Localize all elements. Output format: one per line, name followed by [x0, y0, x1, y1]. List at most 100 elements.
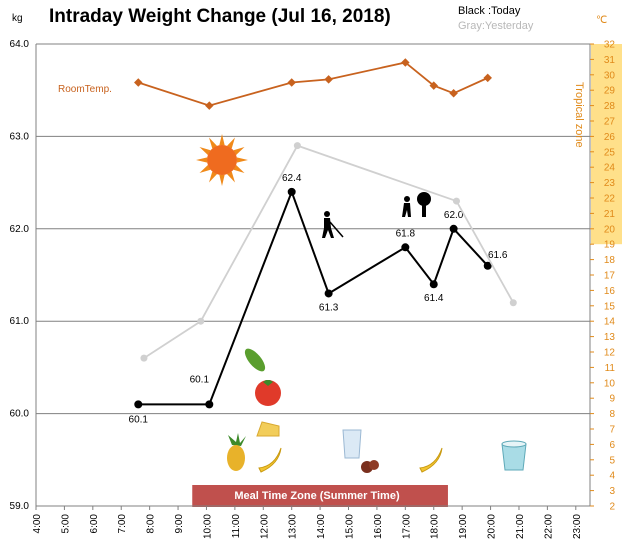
y2-tick-label: 6 [609, 440, 615, 451]
y2-tick-label: 19 [604, 240, 616, 251]
water-glass-icon [342, 429, 362, 459]
x-tick-label: 17:00 [401, 514, 412, 539]
y2-tick-label: 10 [604, 378, 616, 389]
x-tick-label: 19:00 [458, 514, 469, 539]
legend-today: Black :Today [458, 5, 521, 17]
y2-tick-label: 18 [604, 255, 616, 266]
today-data-label: 61.8 [396, 228, 416, 239]
sun-icon [196, 134, 248, 186]
y2-tick-label: 22 [604, 194, 616, 205]
nuts-icon [361, 460, 379, 473]
room-temp-line [137, 61, 489, 107]
today-data-label: 60.1 [129, 414, 149, 425]
today-data-label: 62.0 [444, 210, 464, 221]
today-point [205, 400, 214, 409]
y2-tick-label: 30 [604, 70, 616, 81]
x-tick-label: 11:00 [231, 514, 242, 539]
cucumber-icon [244, 348, 266, 372]
y2-tick-label: 8 [609, 409, 615, 420]
gardening-person-icon [402, 192, 431, 217]
x-tick-label: 18:00 [430, 514, 441, 539]
x-tick-label: 9:00 [174, 514, 185, 534]
y-tick-label: 59.0 [10, 501, 30, 512]
chart-title: Intraday Weight Change (Jul 16, 2018) [49, 6, 391, 27]
y2-tick-label: 4 [609, 471, 615, 482]
today-data-label: 61.3 [319, 302, 339, 313]
x-tick-label: 22:00 [543, 514, 554, 539]
today-point [449, 224, 458, 233]
yesterday-line [143, 144, 515, 359]
y2-tick-label: 29 [604, 86, 616, 97]
y2-tick-label: 2 [609, 502, 615, 513]
y2-tick-label: 7 [609, 425, 615, 436]
banana-icon [419, 447, 443, 473]
room-temp-point [449, 89, 458, 98]
yesterday-point [140, 354, 148, 362]
yesterday-point [452, 197, 460, 205]
y-tick-label: 61.0 [10, 316, 30, 327]
y2-tick-label: 25 [604, 147, 616, 158]
x-tick-label: 20:00 [487, 514, 498, 539]
y-axis-unit-kg: kg [12, 13, 23, 24]
y2-tick-label: 9 [609, 394, 615, 405]
y2-tick-label: 20 [604, 224, 616, 235]
pineapple-icon [227, 433, 246, 471]
y2-tick-label: 13 [604, 332, 616, 343]
today-point [429, 280, 438, 289]
today-data-label: 62.4 [282, 173, 302, 184]
x-tick-label: 10:00 [202, 514, 213, 539]
y2-tick-label: 3 [609, 486, 615, 497]
meal-zone-label: Meal Time Zone (Summer Time) [234, 490, 400, 502]
room-temp-point [429, 81, 438, 90]
yesterday-point [509, 299, 517, 307]
room-temp-point [483, 73, 492, 83]
y2-tick-label: 14 [604, 317, 616, 328]
yesterday-point [293, 142, 301, 150]
y2-tick-label: 21 [604, 209, 616, 220]
today-line [138, 188, 489, 406]
x-tick-label: 13:00 [288, 514, 299, 539]
x-tick-label: 6:00 [89, 514, 100, 534]
y2-tick-label: 26 [604, 132, 616, 143]
meal-zone-band [192, 485, 448, 507]
y2-tick-label: 11 [605, 363, 616, 374]
tropical-zone-label: Tropical zone [573, 82, 585, 148]
room-temp-label: RoomTemp. [58, 84, 112, 95]
today-point [483, 261, 492, 270]
x-tick-label: 5:00 [60, 514, 71, 534]
room-temp-point [401, 58, 410, 67]
x-tick-label: 12:00 [259, 514, 270, 539]
today-data-label: 60.1 [190, 374, 210, 385]
x-tick-label: 8:00 [146, 514, 157, 534]
y2-tick-label: 24 [604, 163, 616, 174]
today-data-label: 61.4 [424, 293, 444, 304]
y2-tick-label: 31 [604, 55, 616, 66]
room-temp-point [324, 75, 333, 84]
banana-icon [258, 447, 282, 473]
x-tick-label: 15:00 [345, 514, 356, 539]
x-tick-label: 16:00 [373, 514, 384, 539]
today-point [324, 289, 333, 298]
yogurt-cup-icon [501, 440, 527, 471]
room-temp-point [205, 101, 214, 110]
today-data-label: 61.6 [488, 250, 508, 261]
x-tick-label: 7:00 [117, 514, 128, 534]
y2-tick-label: 28 [604, 101, 616, 112]
y2-tick-label: 17 [604, 271, 616, 282]
room-temp-point [134, 78, 143, 87]
y2-tick-label: 16 [604, 286, 616, 297]
x-tick-label: 14:00 [316, 514, 327, 539]
x-tick-label: 21:00 [515, 514, 526, 539]
today-point [287, 187, 296, 196]
tomato-icon [255, 380, 281, 406]
walking-person-icon [322, 211, 344, 238]
x-tick-label: 23:00 [572, 514, 583, 539]
y2-tick-label: 5 [609, 455, 615, 466]
y-tick-label: 64.0 [10, 39, 30, 50]
yesterday-point [197, 317, 205, 325]
y2-tick-label: 27 [604, 117, 616, 128]
tropical-zone-band [591, 44, 622, 245]
y-tick-label: 63.0 [10, 131, 30, 142]
y2-tick-label: 32 [604, 40, 616, 51]
